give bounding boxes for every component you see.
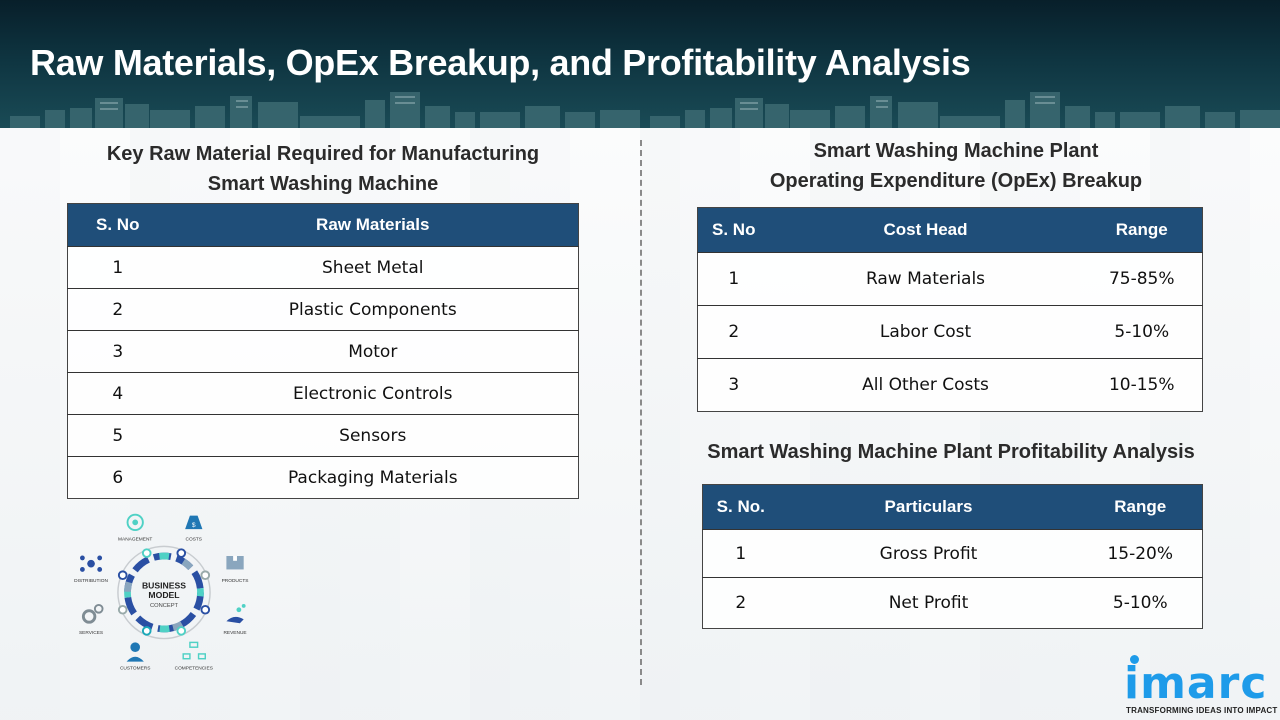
page-title: Raw Materials, OpEx Breakup, and Profita… — [30, 42, 971, 83]
svg-text:$: $ — [192, 522, 196, 529]
section-divider — [640, 140, 642, 685]
label-services: SERVICES — [79, 630, 103, 636]
cell-sno: 3 — [697, 358, 770, 412]
column-header-cost-head: Cost Head — [769, 207, 1082, 253]
revenue-icon — [226, 604, 246, 624]
table-row: 4 Electronic Controls — [67, 372, 579, 415]
management-icon — [126, 513, 144, 532]
cell-sno: 5 — [67, 414, 168, 457]
cell-sno: 3 — [67, 330, 168, 373]
table-row: 1 Sheet Metal — [67, 246, 579, 289]
profitability-title: Smart Washing Machine Plant Profitabilit… — [707, 441, 1195, 463]
distribution-icon — [80, 555, 103, 572]
column-header-range: Range — [1081, 207, 1203, 253]
column-header-raw-materials: Raw Materials — [167, 203, 579, 247]
opex-title-line2: Operating Expenditure (OpEx) Breakup — [769, 170, 1143, 192]
cell-sno: 2 — [67, 288, 168, 331]
table-row: 1 Raw Materials 75-85% — [697, 252, 1203, 306]
cell-cost-head: Raw Materials — [769, 252, 1082, 306]
cell-particulars: Gross Profit — [778, 529, 1079, 578]
cell-sno: 1 — [67, 246, 168, 289]
customers-icon — [126, 642, 144, 662]
column-header-sno: S. No. — [702, 484, 779, 530]
imarc-logo: imarc TRANSFORMING IDEAS INTO IMPACT — [1122, 650, 1277, 720]
cell-item: Electronic Controls — [167, 372, 579, 415]
table-row: 1 Gross Profit 15-20% — [702, 529, 1203, 578]
opex-title-line1: Smart Washing Machine Plant — [813, 140, 1099, 162]
cell-range: 10-15% — [1081, 358, 1203, 412]
column-header-sno: S. No — [67, 203, 168, 247]
cell-sno: 6 — [67, 456, 168, 499]
label-revenue: REVENUE — [223, 630, 246, 636]
products-icon — [226, 556, 244, 570]
table-row: 5 Sensors — [67, 414, 579, 457]
raw-materials-title: Key Raw Material Required for Manufactur… — [68, 139, 578, 199]
cell-range: 15-20% — [1078, 529, 1203, 578]
column-header-sno: S. No — [697, 207, 770, 253]
raw-materials-table: S. No Raw Materials 1 Sheet Metal 2 Plas… — [67, 203, 579, 499]
table-row: 3 All Other Costs 10-15% — [697, 358, 1203, 412]
column-header-particulars: Particulars — [778, 484, 1079, 530]
table-row: 6 Packaging Materials — [67, 456, 579, 499]
cell-sno: 2 — [697, 305, 770, 359]
raw-materials-title-line2: Smart Washing Machine — [207, 173, 439, 195]
costs-icon: $ — [185, 515, 203, 529]
logo-tagline: TRANSFORMING IDEAS INTO IMPACT — [1126, 706, 1278, 715]
bm-center-line2: MODEL — [148, 590, 179, 600]
cell-particulars: Net Profit — [778, 577, 1079, 629]
business-model-concept-graphic: BUSINESS MODEL CONCEPT MANAGEMENT $ COST… — [74, 513, 249, 671]
logo-dot — [1130, 655, 1139, 664]
label-distribution: DISTRIBUTION — [74, 578, 108, 584]
competencies-icon — [182, 641, 206, 660]
cell-sno: 1 — [697, 252, 770, 306]
cell-item: Packaging Materials — [167, 456, 579, 499]
label-competencies: COMPETENCIES — [175, 665, 213, 671]
label-management: MANAGEMENT — [118, 537, 152, 543]
table-row: 2 Net Profit 5-10% — [702, 577, 1203, 629]
city-skyline-graphic — [10, 92, 1280, 128]
bm-center-line1: BUSINESS — [142, 581, 186, 591]
table-row: 2 Labor Cost 5-10% — [697, 305, 1203, 359]
opex-table: S. No Cost Head Range 1 Raw Materials 75… — [697, 207, 1203, 412]
label-costs: COSTS — [186, 537, 202, 543]
label-customers: CUSTOMERS — [120, 665, 150, 671]
logo-wordmark: imarc — [1124, 658, 1268, 709]
bm-center-line3: CONCEPT — [150, 603, 179, 609]
label-products: PRODUCTS — [222, 578, 249, 584]
services-icon — [81, 604, 104, 624]
profitability-table: S. No. Particulars Range 1 Gross Profit … — [702, 484, 1203, 629]
cell-item: Sensors — [167, 414, 579, 457]
cell-item: Plastic Components — [167, 288, 579, 331]
cell-item: Sheet Metal — [167, 246, 579, 289]
table-row: 2 Plastic Components — [67, 288, 579, 331]
raw-materials-title-line1: Key Raw Material Required for Manufactur… — [106, 143, 540, 165]
cell-cost-head: Labor Cost — [769, 305, 1082, 359]
cell-item: Motor — [167, 330, 579, 373]
cell-cost-head: All Other Costs — [769, 358, 1082, 412]
opex-title: Smart Washing Machine Plant Operating Ex… — [698, 136, 1214, 196]
cell-range: 75-85% — [1081, 252, 1203, 306]
cell-range: 5-10% — [1078, 577, 1203, 629]
cell-sno: 4 — [67, 372, 168, 415]
header-banner: Raw Materials, OpEx Breakup, and Profita… — [0, 0, 1280, 128]
column-header-range: Range — [1078, 484, 1203, 530]
table-row: 3 Motor — [67, 330, 579, 373]
cell-range: 5-10% — [1081, 305, 1203, 359]
cell-sno: 2 — [702, 577, 779, 629]
cell-sno: 1 — [702, 529, 779, 578]
